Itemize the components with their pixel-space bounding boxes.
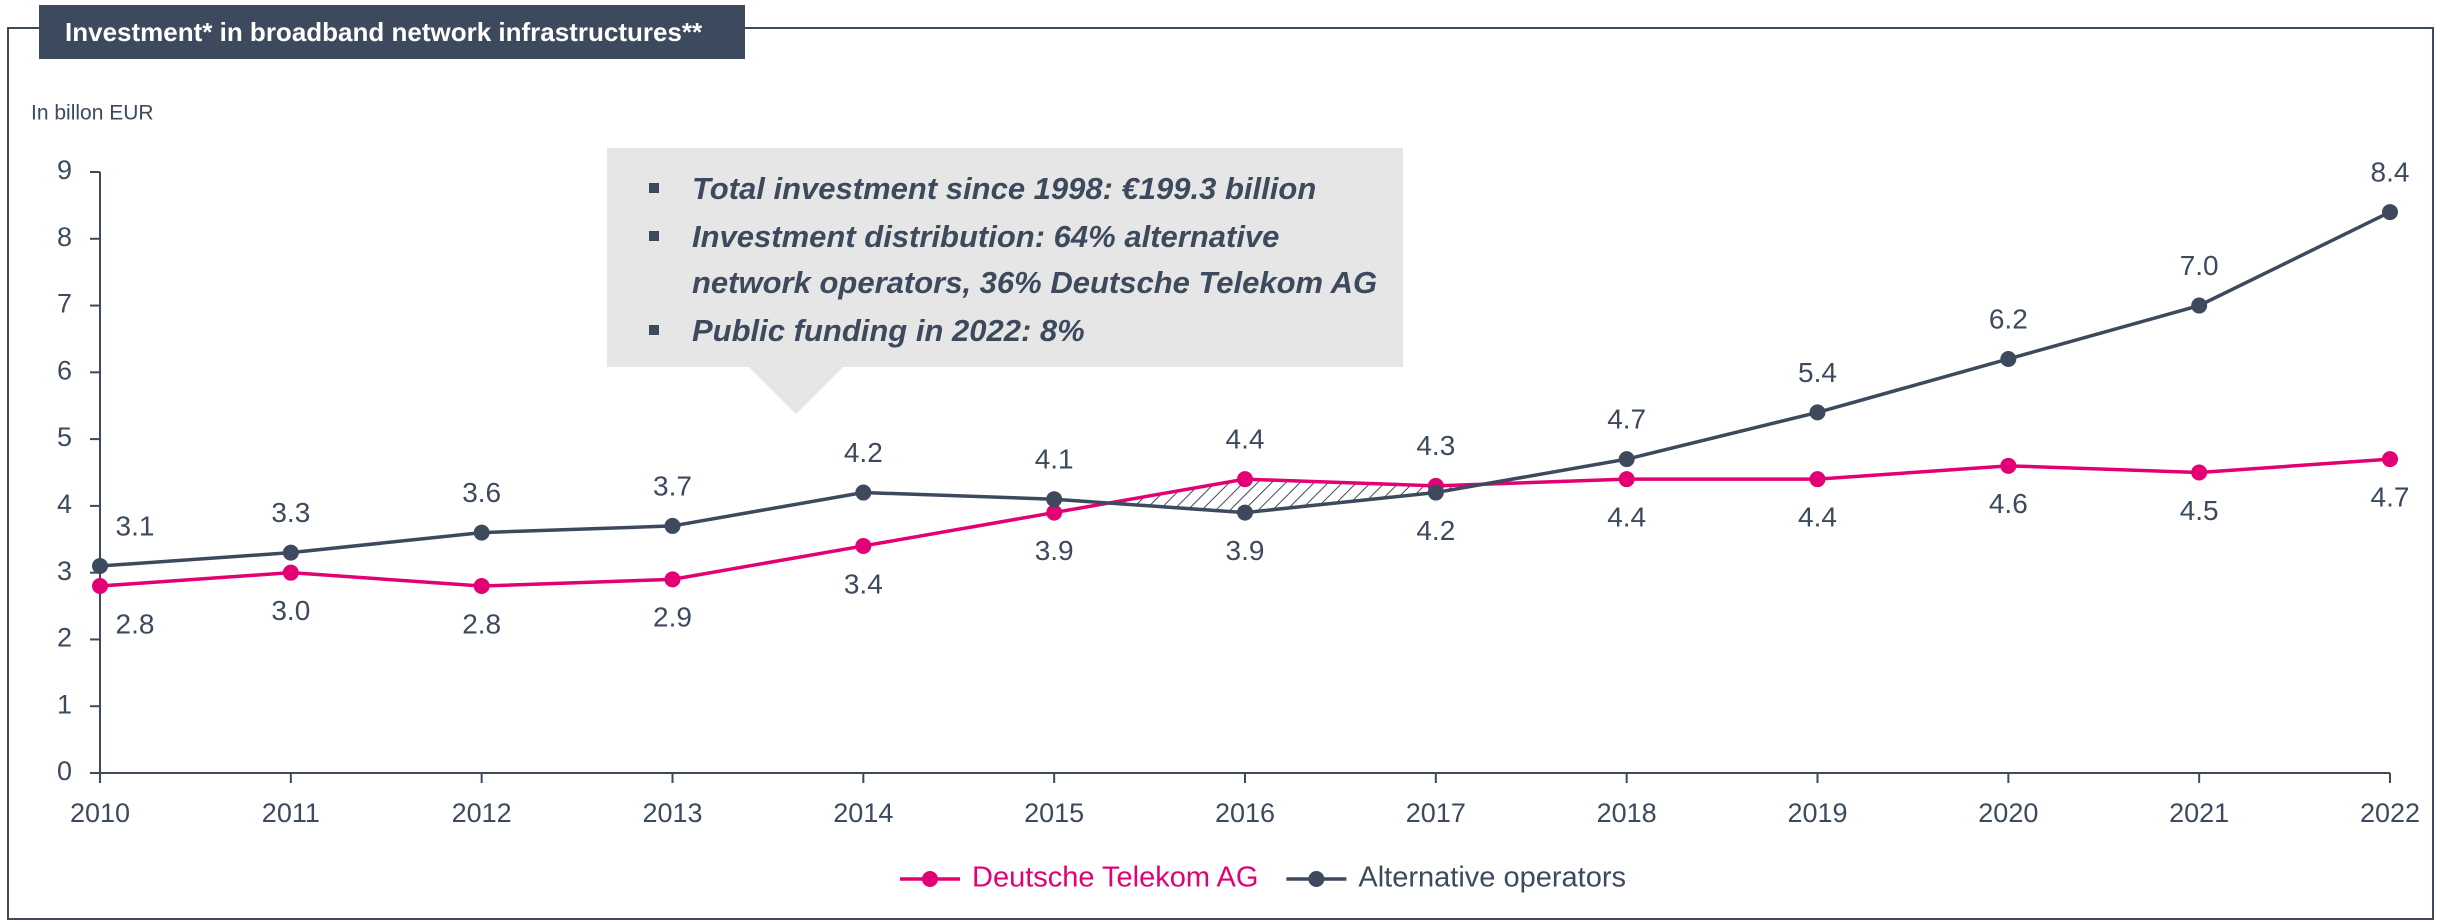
point [855, 484, 872, 501]
point [1618, 451, 1635, 468]
data-label: 4.1 [1035, 444, 1074, 475]
legend-label: Alternative operators [1358, 862, 1626, 894]
data-label: 4.7 [2371, 482, 2410, 513]
data-label: 3.6 [462, 477, 501, 508]
data-label: 3.0 [271, 595, 310, 626]
data-label: 3.1 [116, 510, 155, 541]
x-tick-label: 2012 [452, 798, 512, 828]
data-label: 7.0 [2180, 250, 2219, 281]
data-label: 4.6 [1989, 488, 2028, 519]
point [1046, 504, 1063, 521]
callout-item: Investment distribution: 64% alternative… [627, 214, 1383, 306]
point [2000, 350, 2017, 367]
point [855, 537, 872, 554]
point [1427, 484, 1444, 501]
data-label: 2.8 [116, 608, 155, 639]
point [1046, 491, 1063, 508]
y-tick-label: 0 [57, 756, 72, 786]
x-tick-label: 2021 [2169, 798, 2229, 828]
point [473, 524, 490, 541]
point [664, 571, 681, 588]
y-tick-label: 5 [57, 422, 72, 452]
data-label: 3.9 [1226, 535, 1265, 566]
legend-label: Deutsche Telekom AG [972, 862, 1258, 894]
point [1809, 471, 1826, 488]
data-label: 3.9 [1035, 535, 1074, 566]
x-tick-label: 2015 [1024, 798, 1084, 828]
x-tick-label: 2016 [1215, 798, 1275, 828]
data-label: 2.9 [653, 602, 692, 633]
point [92, 578, 108, 595]
data-label: 3.3 [271, 497, 310, 528]
y-tick-label: 1 [57, 689, 72, 719]
point [1618, 471, 1635, 488]
point [473, 578, 490, 595]
data-label: 4.4 [1798, 502, 1837, 533]
x-tick-label: 2020 [1978, 798, 2038, 828]
x-tick-label: 2019 [1787, 798, 1847, 828]
legend-marker [922, 871, 938, 887]
y-tick-label: 4 [57, 489, 72, 519]
point [2382, 204, 2398, 221]
frame [7, 27, 2434, 920]
data-label: 4.4 [1607, 502, 1646, 533]
point [92, 557, 108, 574]
data-label: 5.4 [1798, 357, 1837, 388]
data-label: 2.8 [462, 608, 501, 639]
x-tick-label: 2010 [70, 798, 130, 828]
x-tick-label: 2018 [1597, 798, 1657, 828]
data-label: 4.4 [1226, 424, 1265, 455]
callout-box [607, 148, 1403, 414]
data-label: 4.2 [1416, 515, 1455, 546]
x-tick-label: 2022 [2360, 798, 2420, 828]
point [282, 544, 299, 561]
data-label: 4.3 [1416, 430, 1455, 461]
data-label: 4.7 [1607, 404, 1646, 435]
y-tick-label: 2 [57, 623, 72, 653]
data-label: 3.4 [844, 568, 883, 599]
point [2191, 297, 2208, 314]
callout-item: Public funding in 2022: 8% [627, 308, 1383, 354]
callout-item: Total investment since 1998: €199.3 bill… [627, 166, 1383, 212]
point [2191, 464, 2208, 481]
point [1237, 471, 1253, 488]
chart-title: Investment* in broadband network infrast… [39, 5, 745, 59]
callout-list: Total investment since 1998: €199.3 bill… [627, 166, 1383, 354]
legend-marker [1308, 871, 1325, 887]
y-axis-label: In billon EUR [31, 102, 154, 125]
point [282, 564, 299, 581]
x-tick-label: 2014 [833, 798, 893, 828]
x-tick-label: 2013 [642, 798, 702, 828]
x-tick-label: 2017 [1406, 798, 1466, 828]
point [2382, 451, 2398, 468]
point [664, 517, 681, 534]
data-label: 3.7 [653, 470, 692, 501]
y-tick-label: 8 [57, 222, 72, 252]
y-tick-label: 3 [57, 556, 72, 586]
data-label: 8.4 [2371, 156, 2410, 187]
y-tick-label: 9 [57, 155, 72, 185]
data-label: 6.2 [1989, 303, 2028, 334]
point [1237, 504, 1253, 521]
callout: Total investment since 1998: €199.3 bill… [607, 148, 1403, 367]
y-tick-label: 7 [57, 289, 72, 319]
data-label: 4.2 [844, 437, 883, 468]
point [2000, 457, 2017, 474]
y-tick-label: 6 [57, 355, 72, 385]
data-label: 4.5 [2180, 495, 2219, 526]
x-tick-label: 2011 [262, 798, 320, 828]
point [1809, 404, 1826, 421]
